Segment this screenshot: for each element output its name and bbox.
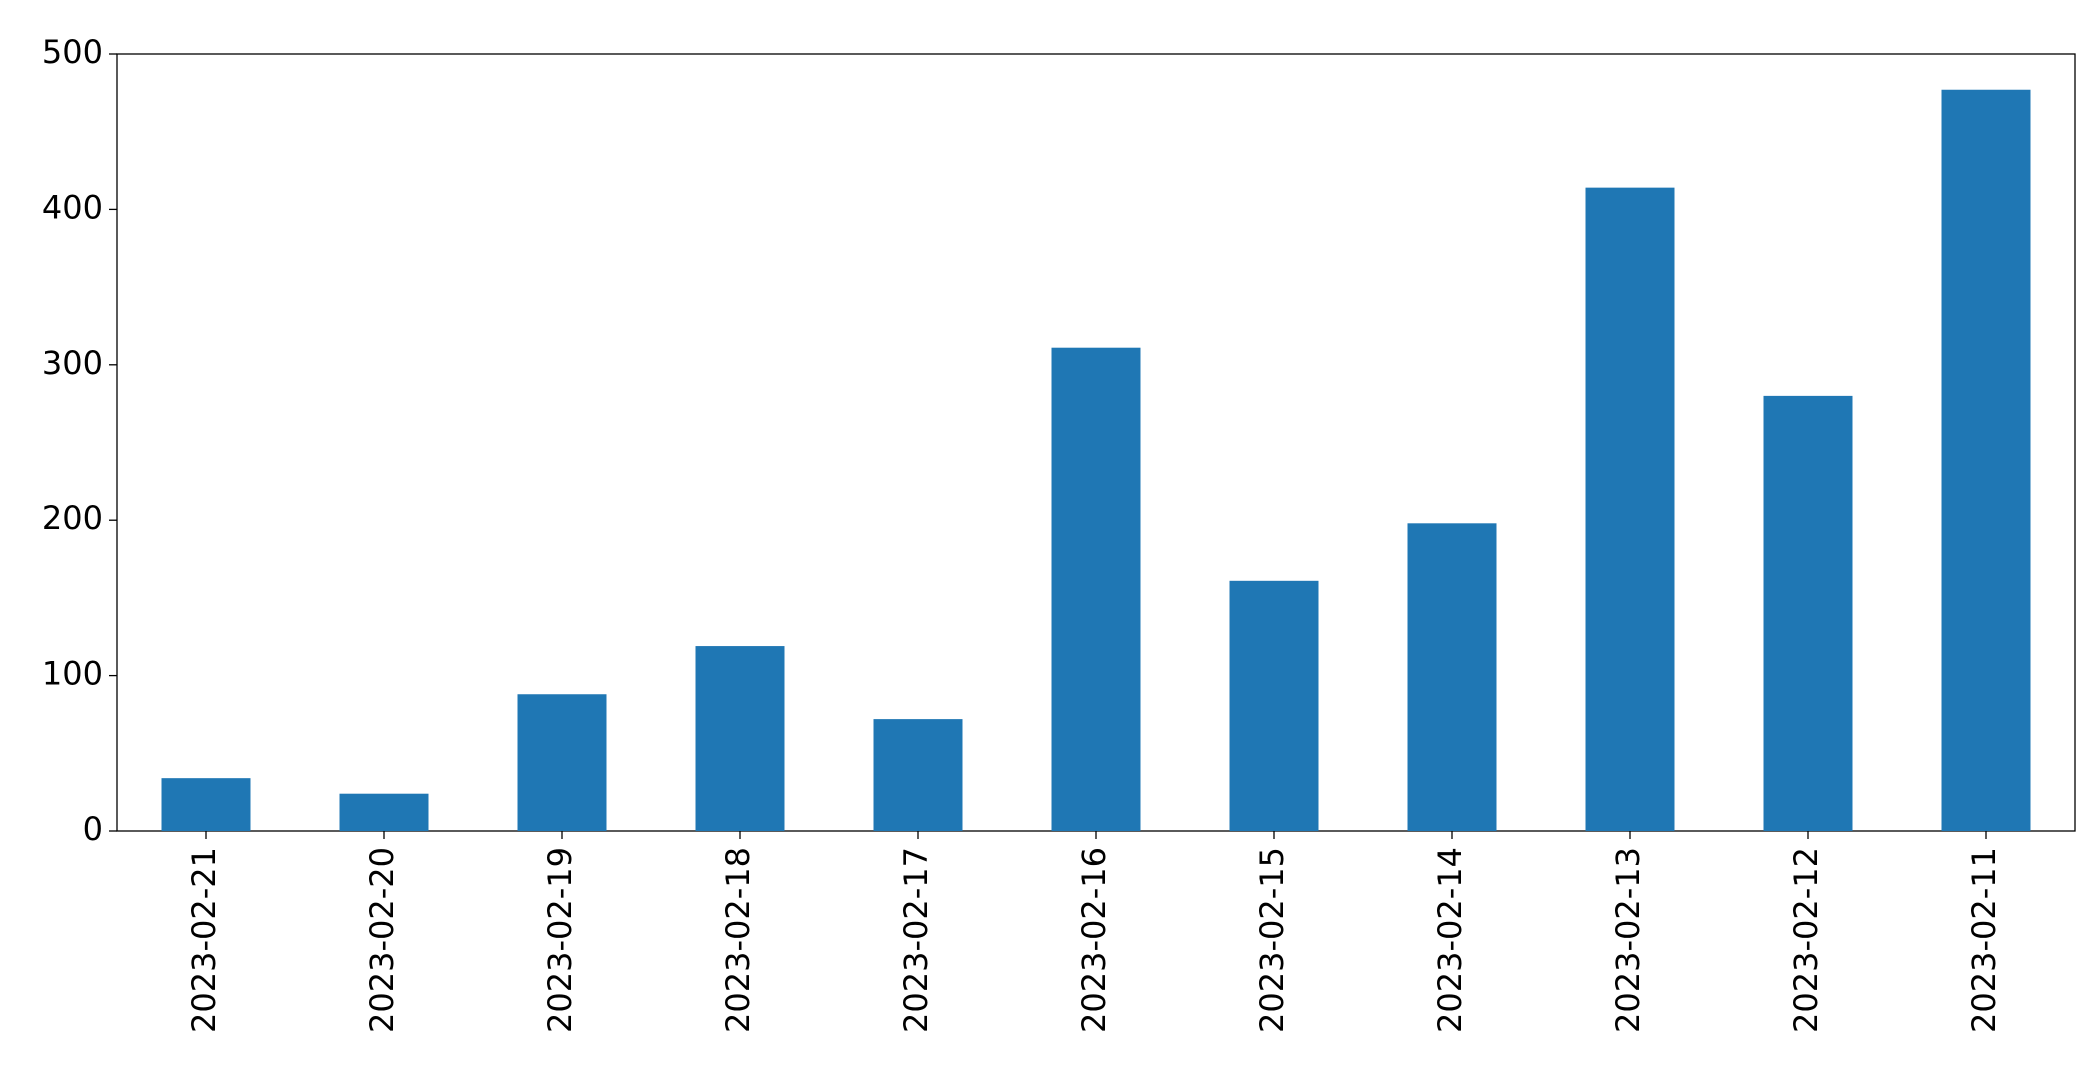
bar (1763, 395, 1853, 831)
x-tick-label: 2023-02-14 (1431, 847, 1469, 1033)
x-tick-label: 2023-02-13 (1609, 847, 1647, 1033)
x-tick-label: 2023-02-11 (1965, 847, 2003, 1033)
x-tick-label: 2023-02-18 (719, 847, 757, 1033)
y-tick-label: 500 (42, 33, 103, 71)
bar (161, 778, 251, 831)
y-tick-label: 200 (42, 499, 103, 537)
x-tick-label: 2023-02-21 (185, 847, 223, 1033)
bar (1585, 187, 1675, 832)
bar (339, 793, 429, 831)
bar (873, 719, 963, 831)
x-tick-label: 2023-02-16 (1075, 847, 1113, 1033)
bar (695, 646, 785, 831)
y-tick-label: 300 (42, 344, 103, 382)
x-tick-label: 2023-02-20 (363, 847, 401, 1033)
y-tick-label: 0 (83, 810, 103, 848)
x-tick-label: 2023-02-17 (897, 847, 935, 1033)
x-tick-label: 2023-02-15 (1253, 847, 1291, 1033)
bar (1051, 347, 1141, 831)
x-tick-label: 2023-02-12 (1787, 847, 1825, 1033)
bar (517, 694, 607, 831)
bar (1407, 523, 1497, 831)
y-tick-label: 100 (42, 655, 103, 693)
x-tick-label: 2023-02-19 (541, 847, 579, 1033)
bar (1941, 89, 2031, 831)
bar (1229, 580, 1319, 831)
y-tick-label: 400 (42, 188, 103, 226)
